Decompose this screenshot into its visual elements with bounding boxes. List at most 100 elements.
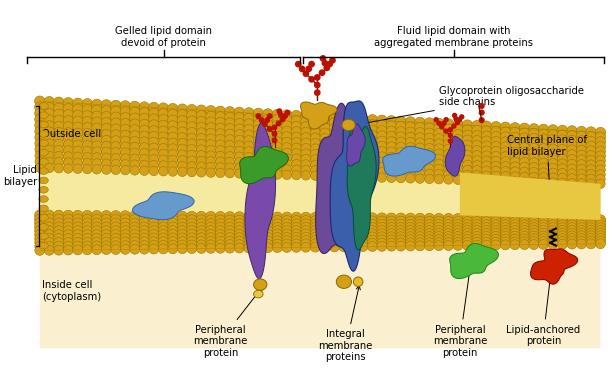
Circle shape <box>272 222 283 233</box>
Circle shape <box>349 156 359 166</box>
Circle shape <box>586 234 596 244</box>
Circle shape <box>244 119 254 129</box>
Circle shape <box>158 138 168 148</box>
Circle shape <box>187 105 197 115</box>
Circle shape <box>415 153 425 163</box>
Circle shape <box>538 220 549 230</box>
Circle shape <box>557 228 567 238</box>
Circle shape <box>377 141 387 151</box>
Circle shape <box>54 103 64 113</box>
Circle shape <box>177 144 187 154</box>
Circle shape <box>253 130 264 141</box>
Text: Peripheral
membrane
protein: Peripheral membrane protein <box>193 287 262 358</box>
Circle shape <box>424 231 434 242</box>
Circle shape <box>149 131 159 141</box>
Circle shape <box>472 171 482 180</box>
Circle shape <box>320 160 330 170</box>
Circle shape <box>149 125 159 136</box>
Circle shape <box>73 214 83 224</box>
Circle shape <box>273 164 282 174</box>
Circle shape <box>92 147 102 156</box>
Circle shape <box>415 143 425 153</box>
Circle shape <box>291 110 302 121</box>
Circle shape <box>320 117 330 128</box>
Circle shape <box>320 139 330 149</box>
Circle shape <box>225 233 235 243</box>
Circle shape <box>596 151 606 161</box>
Circle shape <box>216 168 225 178</box>
Circle shape <box>139 113 150 124</box>
Circle shape <box>197 128 206 138</box>
Circle shape <box>538 144 548 153</box>
Circle shape <box>216 134 225 144</box>
Circle shape <box>519 152 529 162</box>
Circle shape <box>139 154 149 164</box>
Circle shape <box>444 159 453 169</box>
Circle shape <box>102 153 111 163</box>
Circle shape <box>453 229 463 239</box>
Circle shape <box>177 167 187 177</box>
Circle shape <box>519 223 530 233</box>
Circle shape <box>44 222 54 232</box>
Circle shape <box>463 240 472 250</box>
Circle shape <box>158 167 168 176</box>
Circle shape <box>434 235 444 245</box>
Circle shape <box>491 240 501 250</box>
Circle shape <box>225 236 235 246</box>
Circle shape <box>215 123 225 133</box>
Circle shape <box>339 242 349 252</box>
Circle shape <box>453 145 463 155</box>
Circle shape <box>367 229 378 239</box>
Circle shape <box>396 132 406 142</box>
Circle shape <box>538 226 549 236</box>
Circle shape <box>329 222 339 233</box>
Circle shape <box>538 217 549 227</box>
Circle shape <box>386 222 397 233</box>
Circle shape <box>367 232 378 242</box>
Circle shape <box>63 164 73 173</box>
Circle shape <box>83 237 92 247</box>
Circle shape <box>206 134 216 144</box>
Circle shape <box>405 235 415 245</box>
Circle shape <box>500 220 511 230</box>
Circle shape <box>234 236 245 246</box>
Circle shape <box>291 132 301 142</box>
Circle shape <box>462 213 472 224</box>
Circle shape <box>500 127 511 137</box>
Circle shape <box>424 138 434 148</box>
Circle shape <box>567 236 577 246</box>
Circle shape <box>596 160 606 170</box>
Circle shape <box>444 139 453 149</box>
Circle shape <box>244 233 254 243</box>
Circle shape <box>434 231 444 242</box>
Circle shape <box>35 132 45 142</box>
Circle shape <box>548 168 557 178</box>
Circle shape <box>349 145 359 155</box>
Circle shape <box>349 151 359 160</box>
Circle shape <box>377 229 387 239</box>
Circle shape <box>44 226 54 236</box>
Circle shape <box>282 126 292 137</box>
Circle shape <box>500 147 511 157</box>
Circle shape <box>54 158 63 167</box>
Circle shape <box>327 61 332 67</box>
Circle shape <box>262 219 273 229</box>
Circle shape <box>405 241 415 251</box>
Circle shape <box>596 228 606 238</box>
Circle shape <box>206 229 216 239</box>
Circle shape <box>139 107 150 118</box>
Circle shape <box>267 114 272 118</box>
Circle shape <box>453 170 463 180</box>
Circle shape <box>396 232 406 242</box>
Circle shape <box>111 148 121 157</box>
Circle shape <box>82 230 92 240</box>
Circle shape <box>567 145 577 155</box>
Circle shape <box>225 129 235 139</box>
Circle shape <box>34 238 45 248</box>
Circle shape <box>301 160 310 169</box>
Circle shape <box>444 223 453 233</box>
Circle shape <box>215 229 225 239</box>
Circle shape <box>253 233 264 243</box>
Circle shape <box>586 226 596 236</box>
Circle shape <box>130 233 140 243</box>
